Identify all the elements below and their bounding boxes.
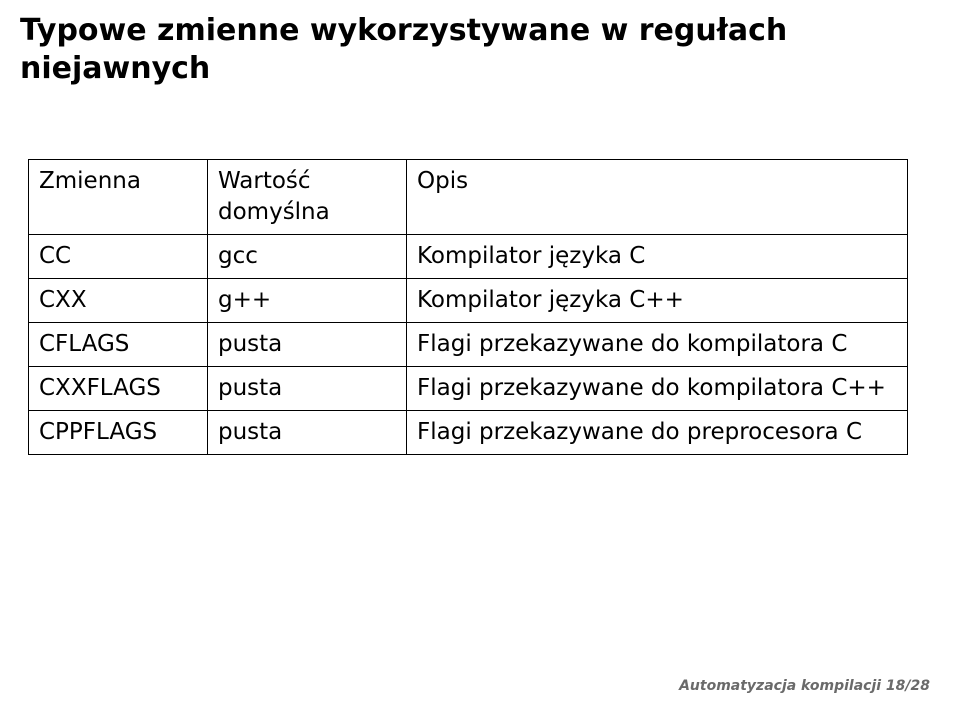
table-row: CXXFLAGS pusta Flagi przekazywane do kom… bbox=[29, 367, 908, 411]
table-header-cell: Opis bbox=[407, 160, 908, 235]
table-cell: pusta bbox=[208, 323, 407, 367]
slide-title: Typowe zmienne wykorzystywane w regułach… bbox=[20, 12, 932, 87]
table-row: CXX g++ Kompilator języka C++ bbox=[29, 279, 908, 323]
table-cell: g++ bbox=[208, 279, 407, 323]
table-cell: CXXFLAGS bbox=[29, 367, 208, 411]
table-cell: Kompilator języka C++ bbox=[407, 279, 908, 323]
table-cell: Flagi przekazywane do kompilatora C bbox=[407, 323, 908, 367]
table-cell: CXX bbox=[29, 279, 208, 323]
title-line-2: niejawnych bbox=[20, 51, 210, 86]
table-row: CPPFLAGS pusta Flagi przekazywane do pre… bbox=[29, 411, 908, 455]
table-cell: Kompilator języka C bbox=[407, 235, 908, 279]
table-row: Zmienna Wartość domyślna Opis bbox=[29, 160, 908, 235]
slide: Typowe zmienne wykorzystywane w regułach… bbox=[0, 0, 960, 710]
table-row: CFLAGS pusta Flagi przekazywane do kompi… bbox=[29, 323, 908, 367]
table-cell: pusta bbox=[208, 367, 407, 411]
table-cell: pusta bbox=[208, 411, 407, 455]
table-cell: Flagi przekazywane do kompilatora C++ bbox=[407, 367, 908, 411]
table-cell: CFLAGS bbox=[29, 323, 208, 367]
table-cell: CC bbox=[29, 235, 208, 279]
table-cell: gcc bbox=[208, 235, 407, 279]
slide-footer: Automatyzacja kompilacji 18/28 bbox=[679, 678, 930, 694]
table-header-cell: Zmienna bbox=[29, 160, 208, 235]
variables-table: Zmienna Wartość domyślna Opis CC gcc Kom… bbox=[28, 159, 908, 455]
table-cell: Flagi przekazywane do preprocesora C bbox=[407, 411, 908, 455]
table-row: CC gcc Kompilator języka C bbox=[29, 235, 908, 279]
table-cell: CPPFLAGS bbox=[29, 411, 208, 455]
table-header-cell: Wartość domyślna bbox=[208, 160, 407, 235]
title-line-1: Typowe zmienne wykorzystywane w regułach bbox=[20, 13, 787, 48]
